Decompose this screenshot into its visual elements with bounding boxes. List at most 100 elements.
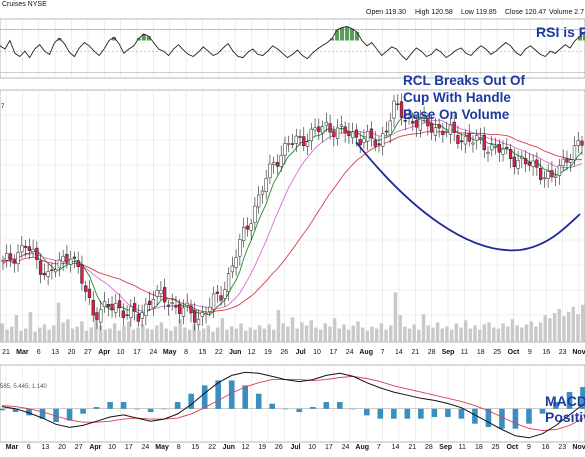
volume-bar: [501, 323, 505, 342]
x-tick-label: 10: [117, 349, 125, 356]
candle-body: [407, 117, 411, 119]
candle-body: [535, 159, 539, 168]
volume-bar: [66, 319, 70, 342]
macd-histogram-bar: [539, 408, 546, 414]
x-tick-label: 10: [313, 349, 321, 356]
volume-bar: [262, 328, 267, 342]
price-candle: [238, 233, 242, 266]
candle-body: [351, 131, 355, 139]
macd-histogram-bar: [201, 385, 208, 409]
volume-bar: [571, 306, 576, 342]
candle-body: [226, 273, 231, 292]
candle-body: [50, 269, 54, 272]
price-candle: [159, 281, 163, 301]
volume-bar: [360, 327, 365, 342]
volume-bar: [178, 319, 182, 342]
volume-bar: [234, 328, 239, 342]
candle-body: [523, 158, 528, 165]
volume-bar: [529, 321, 533, 342]
candle-body: [260, 190, 265, 195]
macd-histogram-bar: [431, 408, 438, 418]
price-candle: [16, 244, 20, 272]
volume-bar: [552, 313, 557, 342]
macd-x-tick-label: 10: [108, 444, 116, 451]
candle-body: [302, 136, 306, 147]
candle-body: [554, 175, 558, 178]
macd-histogram-bar: [215, 380, 221, 409]
candle-body: [8, 253, 13, 261]
macd-x-tick-label: 28: [425, 444, 433, 451]
candle-body: [388, 120, 392, 135]
candle-body: [561, 158, 565, 166]
volume-bar: [534, 326, 538, 342]
price-candle: [230, 256, 234, 278]
price-candle: [456, 125, 460, 149]
price-candle: [317, 118, 321, 140]
x-tick-label: 8: [184, 349, 188, 356]
macd-histogram-bar: [0, 408, 5, 411]
price-candle: [151, 290, 156, 316]
candle-body: [87, 288, 92, 298]
candle-body: [129, 306, 133, 319]
macd-x-tick-label: 11: [459, 444, 466, 451]
candle-body: [486, 151, 490, 154]
macd-histogram-bar: [53, 408, 59, 423]
price-candle: [343, 121, 347, 143]
candle-body: [159, 290, 163, 294]
price-candle: [136, 304, 141, 327]
macd-histogram-bar: [39, 408, 46, 419]
volume-bar: [543, 315, 547, 342]
price-candle: [444, 121, 449, 138]
volume-bar: [440, 328, 444, 342]
price-candle: [27, 238, 31, 260]
volume-bar: [243, 330, 248, 342]
price-candle: [313, 118, 317, 137]
volume-bar: [47, 329, 51, 342]
macd-x-tick-label: 21: [408, 444, 416, 451]
price-candle: [399, 93, 404, 126]
volume-bar: [38, 327, 42, 342]
volume-bar: [520, 327, 524, 342]
candle-body: [335, 127, 340, 139]
volume-bar: [206, 325, 210, 342]
candle-body: [178, 304, 182, 314]
macd-histogram-bar: [418, 408, 424, 419]
macd-histogram-bar: [336, 402, 343, 409]
price-candle: [102, 292, 107, 313]
rsi-panel: [0, 18, 585, 79]
x-tick-label: Aug: [359, 349, 373, 356]
macd-x-tick-label: 19: [258, 444, 266, 451]
price-candle: [520, 151, 524, 169]
macd-x-tick-label: Apr: [89, 444, 101, 451]
volume-bar: [314, 327, 318, 342]
ticker-label: Cruises NYSE: [2, 1, 47, 8]
volume-bar: [384, 329, 388, 342]
volume-bar: [84, 330, 89, 342]
volume-bar: [576, 314, 580, 342]
candle-body: [298, 136, 302, 138]
price-candle: [260, 185, 265, 204]
volume-bar: [61, 322, 65, 342]
candle-body: [475, 135, 479, 141]
x-tick-label: Sep: [442, 349, 455, 356]
volume-bar: [9, 326, 14, 342]
macd-x-tick-label: 13: [41, 444, 49, 451]
volume-bar: [431, 327, 435, 342]
macd-x-tick-label: 27: [75, 444, 83, 451]
price-panel: [0, 89, 585, 343]
macd-histogram-bar: [458, 408, 465, 419]
close-value: Close 120.47: [505, 9, 547, 16]
volume-bar: [538, 322, 543, 342]
macd-x-tick-label: 7: [377, 444, 381, 451]
price-candle: [72, 251, 77, 269]
macd-x-tick-label: May: [155, 444, 169, 451]
macd-annotation-line1: MACD: [545, 393, 585, 409]
volume-bar: [145, 328, 150, 342]
price-candle: [196, 309, 201, 331]
volume-bar: [112, 323, 117, 342]
candle-body: [166, 304, 171, 307]
price-candle: [339, 115, 344, 134]
candle-body: [264, 178, 268, 192]
candle-body: [569, 159, 573, 163]
